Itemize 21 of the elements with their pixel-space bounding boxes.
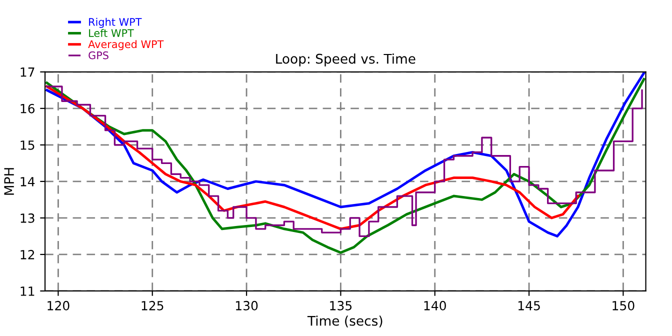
y-tick-label: 14 — [20, 177, 35, 186]
legend-label: Averaged WPT — [88, 40, 164, 50]
y-tick-label: 17 — [20, 68, 34, 77]
y-tick-label: 12 — [20, 250, 34, 260]
y-tick-label: 13 — [20, 213, 34, 223]
y-tick-label: 15 — [20, 140, 34, 150]
x-tick-label: 120 — [48, 300, 70, 310]
legend-label: GPS — [88, 51, 108, 60]
x-tick-label: 125 — [142, 300, 164, 310]
x-tick-label: 130 — [236, 300, 258, 310]
x-tick-label: 145 — [518, 301, 540, 310]
x-tick-label: 135 — [330, 300, 352, 310]
x-axis-title: Time (secs) — [307, 316, 382, 328]
legend-label: Right WPT — [89, 18, 142, 28]
y-tick-label: 11 — [20, 286, 34, 296]
legend-label: Left WPT — [89, 28, 134, 38]
chart-title: Loop: Speed vs. Time — [276, 54, 416, 66]
y-axis-title: MPH — [4, 168, 14, 195]
x-tick-label: 150 — [612, 300, 634, 310]
x-tick-label: 140 — [424, 300, 446, 310]
y-tick-label: 16 — [20, 104, 35, 114]
